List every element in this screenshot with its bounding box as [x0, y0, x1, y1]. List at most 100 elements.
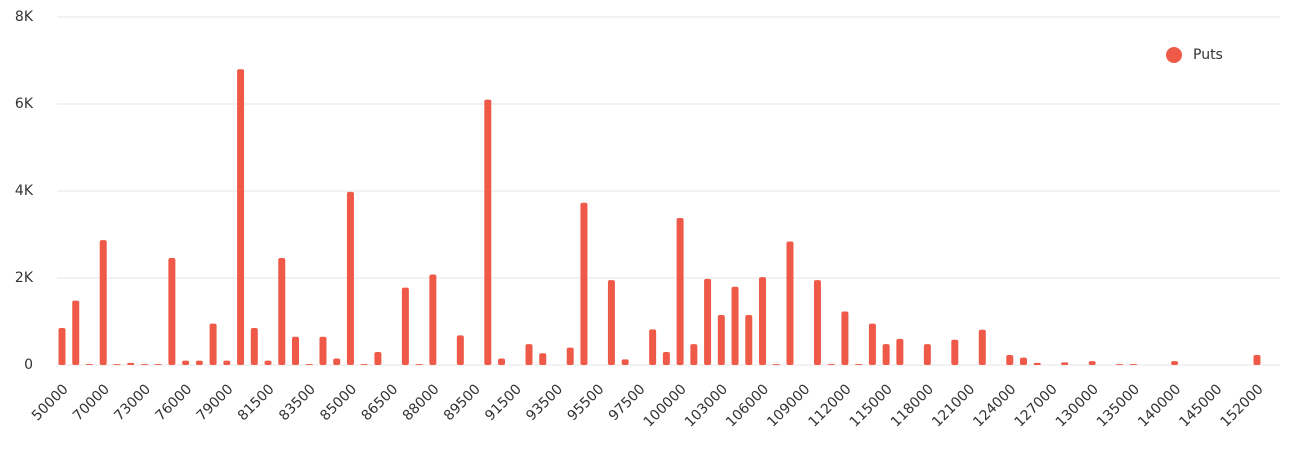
- bar: [813, 280, 821, 365]
- bar: [58, 328, 66, 365]
- bar: [896, 338, 904, 365]
- bar: [140, 364, 148, 365]
- bar: [1019, 357, 1027, 365]
- bar: [1006, 354, 1014, 365]
- bar: [690, 344, 698, 365]
- legend-marker: [1166, 47, 1182, 63]
- bar: [401, 287, 409, 365]
- x-tick-label: 89500: [441, 381, 484, 424]
- bar: [346, 191, 354, 365]
- x-tick-label: 106000: [723, 381, 772, 430]
- bar: [717, 314, 725, 365]
- x-tick-label: 115000: [847, 381, 896, 430]
- bar: [292, 336, 300, 365]
- y-tick-label: 2K: [15, 270, 34, 286]
- bar: [759, 277, 767, 365]
- bar: [99, 240, 107, 365]
- bar: [305, 364, 313, 365]
- x-tick-label: 112000: [805, 381, 854, 430]
- x-tick-label: 88000: [400, 381, 443, 424]
- x-tick-label: 86500: [358, 381, 401, 424]
- x-tick-label: 145000: [1176, 381, 1225, 430]
- bar: [745, 314, 753, 365]
- x-tick-label: 91500: [482, 381, 525, 424]
- bar: [827, 364, 835, 365]
- x-tick-label: 93500: [523, 381, 566, 424]
- bar: [113, 364, 121, 365]
- y-tick-label: 8K: [15, 9, 34, 25]
- bar: [1088, 361, 1096, 365]
- x-tick-label: 79000: [194, 381, 237, 424]
- bar: [676, 217, 684, 365]
- bar: [539, 353, 547, 365]
- bar: [415, 364, 423, 365]
- bar: [154, 364, 162, 365]
- x-tick-label: 76000: [152, 381, 195, 424]
- bar: [868, 323, 876, 365]
- x-tick-label: 124000: [970, 381, 1019, 430]
- bar: [85, 364, 93, 365]
- bar: [704, 278, 712, 365]
- x-tick-label: 83500: [276, 381, 319, 424]
- legend-label: Puts: [1193, 47, 1223, 63]
- x-tick-label: 127000: [1012, 381, 1061, 430]
- bar: [374, 351, 382, 365]
- x-tick-label: 95500: [565, 381, 608, 424]
- x-tick-label: 121000: [929, 381, 978, 430]
- bar: [456, 335, 464, 365]
- bar: [882, 344, 890, 365]
- y-tick-label: 0: [24, 357, 33, 373]
- bar: [209, 323, 217, 365]
- bar: [360, 364, 368, 365]
- bar: [1253, 354, 1261, 365]
- bar: [278, 257, 286, 365]
- x-tick-label: 50000: [29, 381, 72, 424]
- bar: [525, 344, 533, 365]
- x-tick-label: 140000: [1135, 381, 1184, 430]
- bar: [951, 339, 959, 365]
- bar: [731, 286, 739, 365]
- bar: [1171, 361, 1179, 365]
- bar: [772, 364, 780, 365]
- bar: [607, 280, 615, 365]
- bar: [498, 358, 506, 365]
- bar: [786, 241, 794, 365]
- bar: [566, 347, 574, 365]
- bar: [182, 360, 190, 365]
- bar: [333, 358, 341, 365]
- bar: [841, 311, 849, 365]
- bar: [1061, 362, 1069, 365]
- bar: [649, 329, 657, 365]
- x-tick-label: 85000: [317, 381, 360, 424]
- bar: [195, 360, 203, 365]
- x-tick-label: 73000: [111, 381, 154, 424]
- bar: [978, 329, 986, 365]
- bar: [1033, 362, 1041, 365]
- x-tick-label: 100000: [641, 381, 690, 430]
- x-tick-label: 103000: [682, 381, 731, 430]
- bar: [237, 69, 245, 365]
- bar: [855, 364, 863, 365]
- bar: [72, 300, 80, 365]
- x-tick-label: 135000: [1094, 381, 1143, 430]
- x-tick-label: 109000: [764, 381, 813, 430]
- bar: [1129, 364, 1137, 365]
- bar: [484, 99, 492, 366]
- x-tick-label: 118000: [888, 381, 937, 430]
- x-tick-label: 130000: [1053, 381, 1102, 430]
- bar: [250, 328, 258, 365]
- x-tick-label: 81500: [235, 381, 278, 424]
- bar: [429, 274, 437, 365]
- bar: [621, 359, 629, 365]
- x-tick-label: 152000: [1218, 381, 1267, 430]
- bar: [127, 362, 135, 365]
- x-tick-label: 70000: [70, 381, 113, 424]
- y-tick-label: 4K: [15, 183, 34, 199]
- bar: [319, 336, 327, 365]
- y-tick-label: 6K: [15, 96, 34, 112]
- bar: [264, 360, 272, 365]
- bar: [223, 360, 231, 365]
- bar: [168, 257, 176, 365]
- bar: [923, 344, 931, 365]
- bar: [580, 202, 588, 365]
